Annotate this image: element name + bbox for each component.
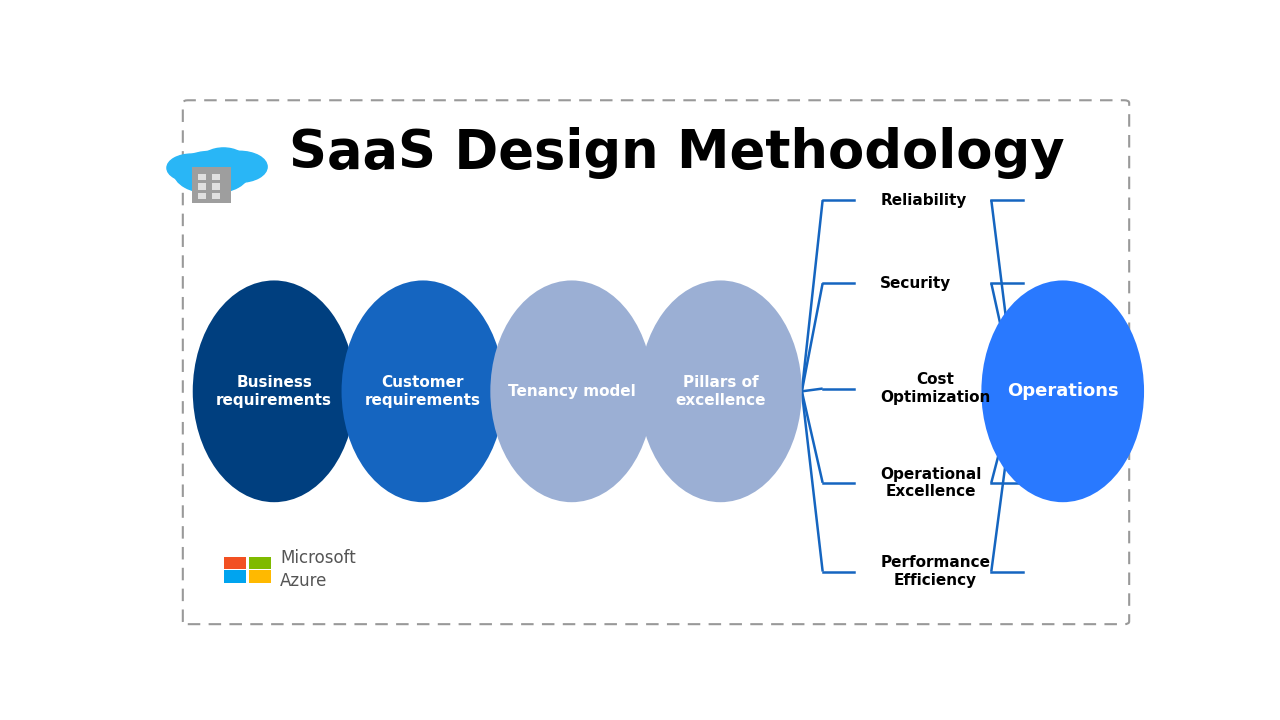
Text: SaaS Design Methodology: SaaS Design Methodology (289, 127, 1065, 179)
Bar (224, 570, 246, 582)
Bar (250, 557, 271, 569)
Text: Business
requirements: Business requirements (216, 374, 332, 408)
Bar (250, 570, 271, 582)
Bar (197, 184, 206, 189)
Bar (211, 193, 220, 199)
Bar (224, 557, 246, 569)
Bar (211, 184, 220, 189)
Ellipse shape (490, 280, 653, 503)
Ellipse shape (193, 280, 356, 503)
Text: Operations: Operations (1007, 382, 1119, 400)
Bar (211, 174, 220, 180)
Ellipse shape (982, 280, 1144, 503)
Text: Microsoft
Azure: Microsoft Azure (280, 549, 356, 590)
Bar (197, 193, 206, 199)
Circle shape (202, 148, 246, 172)
Text: Security: Security (881, 276, 951, 291)
Text: Operational
Excellence: Operational Excellence (881, 467, 982, 499)
Circle shape (174, 151, 250, 194)
Circle shape (211, 151, 268, 182)
Text: Performance
Efficiency: Performance Efficiency (881, 555, 991, 588)
Text: Reliability: Reliability (881, 192, 966, 207)
Text: Pillars of
excellence: Pillars of excellence (676, 374, 765, 408)
Bar (192, 167, 232, 203)
Text: Cost
Optimization: Cost Optimization (881, 372, 991, 405)
Circle shape (166, 154, 216, 181)
Ellipse shape (342, 280, 504, 503)
Ellipse shape (639, 280, 801, 503)
Text: Customer
requirements: Customer requirements (365, 374, 481, 408)
Text: Tenancy model: Tenancy model (508, 384, 636, 399)
Bar (197, 174, 206, 180)
